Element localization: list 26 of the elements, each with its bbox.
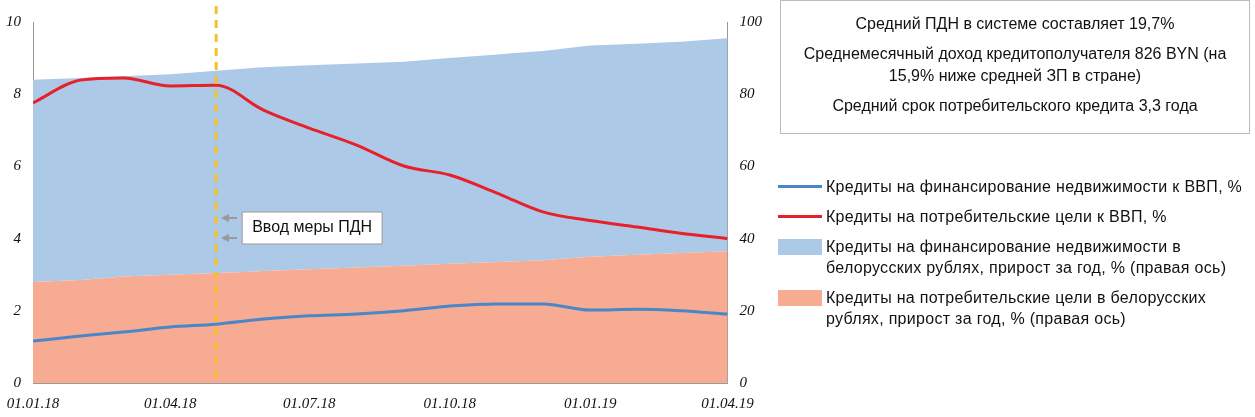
y2-tick-label: 100 xyxy=(739,12,763,29)
y-tick-label: 0 xyxy=(13,373,22,390)
y2-tick-label: 20 xyxy=(739,301,755,318)
y-tick-label: 4 xyxy=(13,229,22,246)
y2-tick-label: 40 xyxy=(739,229,755,246)
y-tick-label: 2 xyxy=(13,301,22,318)
x-tick-label: 01.10.18 xyxy=(423,394,477,411)
x-tick-label: 01.01.19 xyxy=(563,394,617,411)
y-tick-label: 8 xyxy=(13,85,22,102)
text: Среднемесячный доход кредитополучателя 826 BYN (на 15,9% ниже средней ЗП в стране) xyxy=(802,44,1228,86)
y-tick-label: 10 xyxy=(6,12,22,29)
legend-label: Кредиты на потребительские цели в белорусских рублях, прирост за год, % (правая ось) xyxy=(826,288,1207,329)
y2-tick-label: 0 xyxy=(739,373,748,390)
y2-tick-label: 60 xyxy=(739,157,755,174)
text: Средний ПДН в системе составляет 19,7% xyxy=(854,14,1176,34)
line-series xyxy=(33,302,728,343)
legend-label: Кредиты на финансирование недвижимости в белорусских рублях, прирост за год, % (правая ось) xyxy=(826,237,1228,278)
x-tick-label: 01.04.19 xyxy=(701,394,755,411)
text: Средний срок потребительского кредита 3,3 года xyxy=(831,96,1199,116)
legend-label: Кредиты на финансирование недвижимости к ВВП, % xyxy=(826,177,1244,197)
legend-label: Кредиты на потребительские цели к ВВП, % xyxy=(826,207,1168,227)
y-tick-label: 6 xyxy=(13,157,22,174)
x-tick-label: 01.04.18 xyxy=(144,394,198,411)
x-tick-label: 01.07.18 xyxy=(283,394,337,411)
y2-tick-label: 80 xyxy=(739,85,755,102)
x-tick-label: 01.01.18 xyxy=(6,394,60,411)
